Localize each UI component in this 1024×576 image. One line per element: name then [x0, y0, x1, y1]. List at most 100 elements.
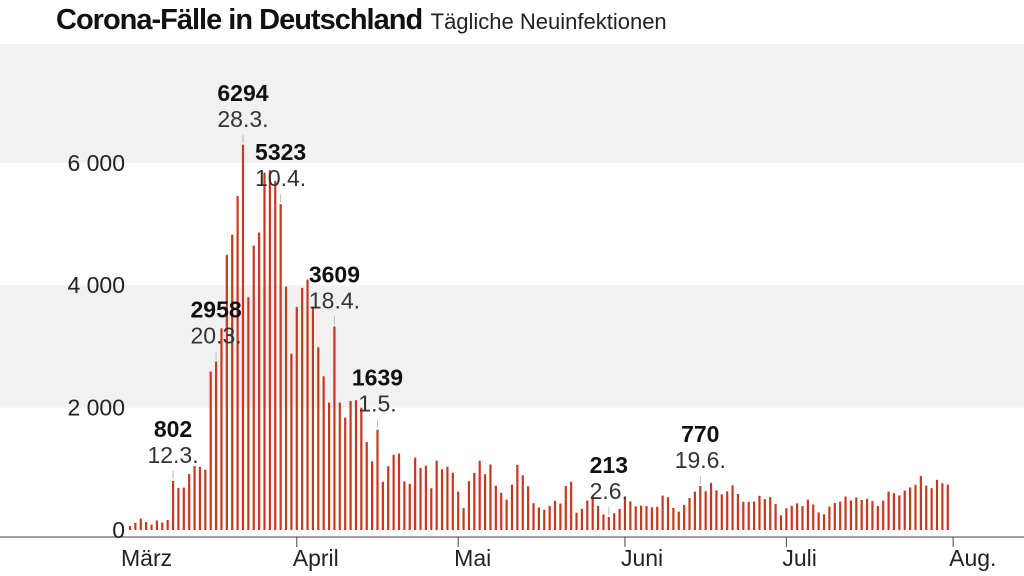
bar [887, 491, 890, 530]
annotation-value: 213 [590, 452, 628, 478]
bar [941, 483, 944, 530]
chart-title: Corona-Fälle in Deutschland [56, 4, 423, 36]
bar [693, 491, 696, 530]
bar [155, 520, 158, 530]
bar [709, 482, 713, 530]
bar [381, 481, 384, 530]
annotation-date: 28.3. [217, 106, 268, 132]
bar [193, 466, 196, 530]
annotation-date: 2.6. [590, 478, 628, 504]
bar [629, 501, 632, 530]
bar [284, 286, 288, 530]
annotation-date: 10.4. [255, 165, 306, 191]
annotation-date: 18.4. [309, 288, 360, 314]
bar [139, 518, 142, 530]
bar [258, 232, 261, 530]
bar [500, 492, 503, 530]
bar [290, 353, 293, 530]
bar [586, 500, 589, 530]
bar [354, 400, 358, 530]
bar [430, 488, 433, 530]
bar [553, 500, 557, 530]
bar [817, 512, 820, 530]
band-1 [0, 285, 1024, 408]
bar [914, 484, 917, 530]
bar [596, 505, 600, 530]
bar [946, 484, 949, 530]
bar [634, 506, 637, 530]
annotation-value: 1639 [352, 365, 403, 391]
bar [128, 525, 132, 530]
bar [161, 522, 164, 530]
bar [871, 500, 874, 530]
bar [494, 485, 497, 530]
bar [483, 474, 487, 530]
bar [602, 514, 605, 530]
bar [188, 474, 191, 530]
bar [134, 522, 137, 530]
bar [645, 506, 648, 530]
bar [467, 481, 471, 530]
bar [559, 503, 562, 530]
bar [387, 466, 390, 530]
bar [763, 499, 766, 530]
bar [833, 503, 836, 530]
bar [252, 245, 255, 530]
bar [661, 495, 664, 530]
annotation-value: 2958 [190, 297, 241, 323]
bar [855, 497, 858, 530]
bar [699, 485, 702, 530]
bar [279, 204, 282, 530]
bar [408, 483, 411, 530]
bar [752, 501, 756, 530]
bar [274, 181, 277, 530]
bar [796, 503, 799, 530]
annotation-date: 5.8. [945, 0, 983, 5]
bar [327, 402, 331, 530]
bar [214, 361, 218, 530]
bar [516, 464, 519, 530]
bar [930, 488, 933, 530]
bar [919, 476, 922, 530]
bar [882, 500, 885, 530]
bar [666, 497, 670, 530]
bar [736, 493, 740, 530]
bar [849, 500, 853, 530]
bar [543, 509, 546, 530]
x-tick-label: Mai [454, 545, 491, 571]
bar [322, 376, 325, 530]
bar [177, 487, 180, 530]
bar [473, 472, 476, 530]
bar [623, 498, 627, 530]
bar [489, 464, 492, 530]
bar [892, 493, 896, 530]
bar [865, 498, 869, 530]
bar [204, 469, 207, 530]
bar [462, 508, 465, 530]
x-tick-label: März [121, 545, 172, 571]
bar [166, 519, 169, 530]
band-0 [0, 44, 1024, 163]
bar [376, 429, 379, 530]
bar [580, 508, 584, 530]
bar [548, 505, 551, 530]
bar [338, 402, 341, 530]
bar [435, 460, 438, 530]
bar [672, 507, 675, 530]
bar [909, 487, 912, 530]
bar [145, 522, 148, 530]
annotation-date: 19.6. [675, 447, 726, 473]
bar [677, 511, 680, 530]
bar [935, 479, 939, 530]
y-axis: 0 2 000 4 000 6 000 [67, 150, 125, 543]
bar [510, 484, 514, 530]
y-tick-label: 4 000 [67, 272, 125, 298]
bar [241, 144, 245, 531]
bar [424, 465, 427, 530]
bar [333, 326, 336, 530]
bar [371, 461, 374, 530]
annotation-date: 12.3. [147, 442, 198, 468]
background-bands [0, 44, 1024, 408]
bar [532, 503, 535, 530]
bar [747, 501, 750, 530]
